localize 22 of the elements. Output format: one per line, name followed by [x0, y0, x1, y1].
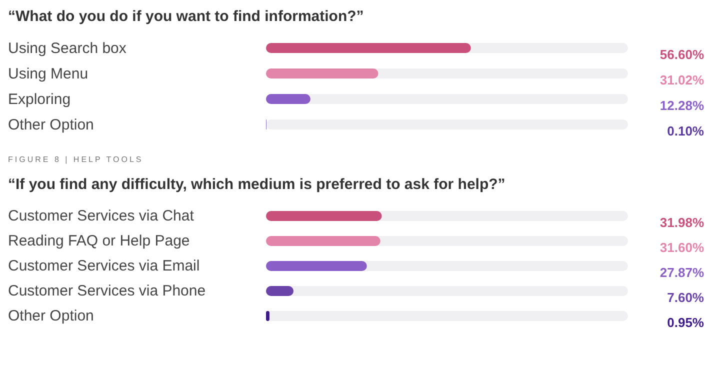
- y-tick-label: Customer Services via Chat: [8, 208, 195, 224]
- data-label: 56.60%: [660, 47, 704, 62]
- y-tick-label: Customer Services via Phone: [8, 282, 206, 300]
- bar: [266, 94, 310, 104]
- chart-title: “What do you do if you want to find information?”: [8, 8, 365, 25]
- y-tick-label: Using Search box: [8, 40, 127, 57]
- data-label: 31.60%: [660, 240, 704, 255]
- y-tick-label: Other Option: [8, 308, 94, 324]
- data-label: 0.95%: [667, 315, 704, 330]
- caption: FIGURE 8 | HELP TOOLS: [8, 155, 144, 164]
- data-label: 31.02%: [660, 72, 704, 88]
- data-label: 31.98%: [660, 215, 704, 230]
- data-label: 7.60%: [667, 290, 704, 305]
- chart-title: “If you find any difficulty, which medium is preferred to ask for help?”: [8, 176, 506, 193]
- y-tick-label: Exploring: [8, 90, 71, 108]
- y-tick-label: Customer Services via Email: [8, 258, 200, 274]
- data-label: 0.10%: [667, 124, 704, 138]
- y-tick-label: Using Menu: [8, 65, 88, 82]
- y-tick-label: Reading FAQ or Help Page: [8, 232, 190, 250]
- data-label: 27.87%: [660, 265, 704, 280]
- data-label: 12.28%: [660, 98, 704, 113]
- y-tick-label: Other Option: [8, 116, 94, 134]
